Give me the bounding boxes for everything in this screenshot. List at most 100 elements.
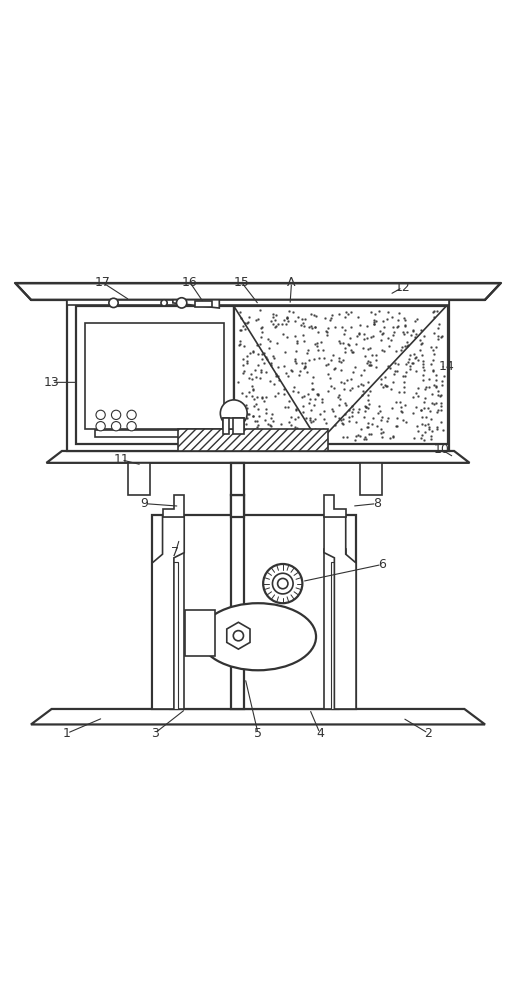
Point [241,388,250,404]
Point [380,377,389,393]
Point [329,403,337,419]
Point [437,395,445,411]
Point [405,351,413,367]
Point [366,340,374,356]
Circle shape [127,410,136,420]
Point [258,390,266,406]
Point [401,317,409,333]
Point [365,357,373,373]
Point [418,356,427,372]
Bar [195,301,212,306]
Point [424,400,432,416]
Point [315,350,324,366]
Point [397,399,406,415]
Point [377,425,385,441]
Point [265,373,273,389]
Point [243,353,251,369]
Text: 10: 10 [433,443,449,456]
Point [248,371,256,387]
Point [237,428,246,444]
Point [251,396,260,412]
Point [383,413,391,429]
Point [323,324,331,340]
Point [429,304,438,320]
Point [322,327,331,343]
Point [394,318,402,334]
Point [249,343,257,359]
Point [352,414,361,430]
Bar [233,418,244,434]
Point [314,387,322,403]
Point [239,318,248,334]
Point [426,428,434,444]
Point [254,346,262,362]
Point [408,355,416,371]
Point [266,418,275,434]
Point [322,415,330,431]
Point [432,378,440,394]
Point [343,372,351,388]
Point [236,413,245,429]
Circle shape [220,400,247,427]
Point [402,414,410,430]
Point [421,424,429,440]
Point [278,316,286,332]
Text: 12: 12 [395,281,410,294]
Point [270,350,278,366]
Point [428,423,437,439]
Point [341,340,349,356]
Point [414,380,423,396]
Point [383,311,391,327]
Point [256,302,264,318]
Point [357,376,365,392]
Point [363,419,372,435]
Point [393,410,401,426]
Point [339,416,347,432]
Point [430,325,439,341]
Point [241,321,249,337]
Point [277,416,285,432]
Circle shape [278,578,288,589]
Bar [231,495,244,517]
Point [403,338,411,354]
Point [338,415,346,431]
Point [384,358,392,374]
Circle shape [272,573,293,594]
Bar [163,549,184,709]
Point [273,335,281,351]
Point [421,381,429,397]
Point [352,328,361,344]
Point [401,338,409,354]
Point [404,354,412,370]
Point [348,364,357,380]
Point [345,409,353,425]
Point [370,316,378,332]
Point [384,410,393,426]
Text: 3: 3 [151,727,159,740]
Text: 8: 8 [373,497,381,510]
Point [371,306,379,322]
Point [326,370,334,386]
Point [422,379,430,395]
Point [395,305,403,321]
Polygon shape [46,451,470,463]
Point [424,416,432,432]
Point [360,431,368,447]
Point [368,416,376,432]
Point [338,411,347,427]
Point [331,408,339,424]
Point [253,419,261,435]
Circle shape [96,422,105,431]
Point [400,397,409,413]
Point [241,315,249,331]
Point [378,429,386,445]
Point [328,307,336,323]
Text: 13: 13 [44,376,59,389]
Point [239,338,248,354]
Point [434,383,442,399]
Point [353,404,362,420]
Point [284,368,293,384]
Point [340,352,348,368]
Point [328,401,336,417]
Point [253,357,262,373]
